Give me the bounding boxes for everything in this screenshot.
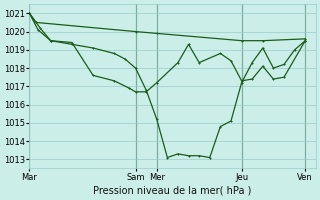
- X-axis label: Pression niveau de la mer( hPa ): Pression niveau de la mer( hPa ): [93, 186, 252, 196]
